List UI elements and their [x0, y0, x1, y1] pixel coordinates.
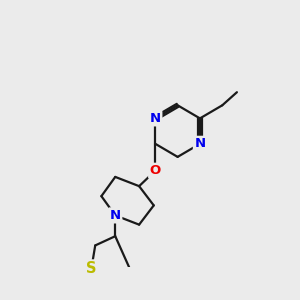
- Text: S: S: [86, 261, 97, 276]
- Text: N: N: [110, 209, 121, 222]
- Text: N: N: [150, 112, 161, 125]
- Text: O: O: [150, 164, 161, 177]
- Text: N: N: [194, 137, 206, 150]
